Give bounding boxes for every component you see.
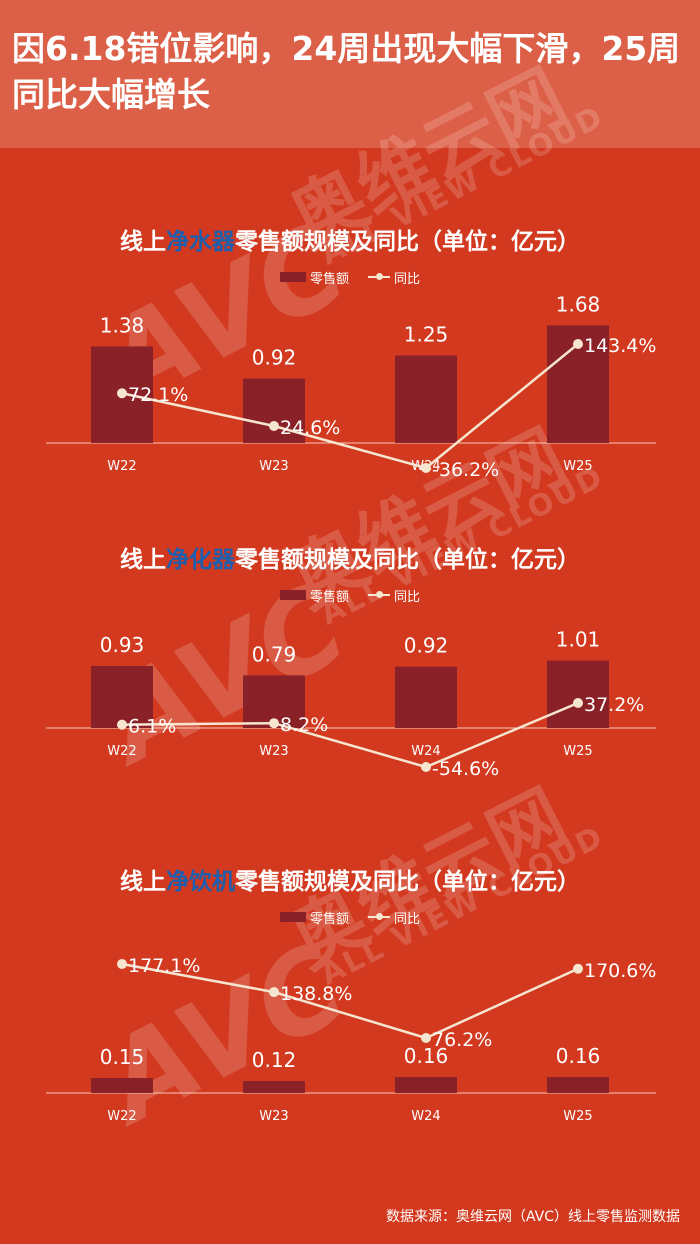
yoy-value-label: 37.2% [584,694,644,716]
chart-water-dispenser: 线上净饮机零售额规模及同比（单位：亿元） 零售额 同比 0.15 W22 0.12 W… [0,862,700,1132]
legend-line-marker [376,273,383,280]
yoy-point [421,1033,431,1043]
chart-title-suffix: 零售额规模及同比（单位：亿元） [235,229,580,255]
legend-line-label: 同比 [394,272,421,287]
x-tick-label: W23 [259,459,288,474]
legend-line-label: 同比 [394,912,421,927]
yoy-point [269,987,279,998]
yoy-point [573,698,583,708]
chart-title-prefix: 线上 [120,869,166,895]
yoy-value-label: 72.1% [128,384,188,406]
legend-line-marker [376,913,383,920]
yoy-line [121,343,579,470]
yoy-value-label: 177.1% [128,955,200,977]
bar [395,355,457,443]
header-banner: 因6.18错位影响，24周出现大幅下滑，25周同比大幅增长 [0,0,700,148]
chart-title-highlight: 净饮机 [166,869,235,895]
bar-value-label: 1.38 [100,313,145,337]
bar-value-label: 0.92 [252,346,297,370]
x-tick-label: W25 [563,1109,592,1124]
x-tick-label: W24 [411,744,440,759]
legend-line-label: 同比 [394,590,421,605]
legend-bar-label: 零售额 [310,912,350,927]
chart-legend: 零售额 同比 [0,586,700,606]
x-tick-label: W23 [259,744,288,759]
chart-title-prefix: 线上 [120,547,166,573]
chart-title: 线上净化器零售额规模及同比（单位：亿元） [0,540,700,574]
yoy-point [269,718,279,729]
legend-bar-label: 零售额 [310,590,350,605]
data-source-note: 数据来源：奥维云网（AVC）线上零售监测数据 [385,1209,680,1225]
yoy-point [269,421,279,432]
yoy-point [117,388,127,399]
chart-water-purifier: 线上净水器零售额规模及同比（单位：亿元） 零售额 同比 1.38 W22 0.92 W… [0,222,700,492]
x-tick-label: W22 [107,1109,136,1124]
chart-title-highlight: 净水器 [166,229,235,255]
yoy-point [421,762,431,772]
chart-air-purifier: 线上净化器零售额规模及同比（单位：亿元） 零售额 同比 0.93 W22 0.79 W… [0,540,700,790]
legend-line-marker [376,591,383,598]
yoy-point [573,963,583,974]
chart-title-prefix: 线上 [120,229,166,255]
bar-value-label: 0.92 [404,634,449,658]
legend-bar-swatch [280,590,306,600]
chart-title-suffix: 零售额规模及同比（单位：亿元） [235,547,580,573]
yoy-value-label: -36.2% [432,459,499,481]
yoy-point [573,339,583,349]
chart-title-highlight: 净化器 [166,547,235,573]
bar [91,1078,153,1093]
yoy-value-label: 24.6% [280,417,340,439]
yoy-value-label: 170.6% [584,960,656,982]
legend-bar-label: 零售额 [310,272,350,287]
yoy-value-label: 76.2% [432,1029,492,1051]
bar-value-label: 1.01 [556,628,601,652]
chart-plot: 1.38W220.92W231.25W241.68W2572.1%24.6%-3… [46,292,656,481]
x-tick-label: W25 [563,744,592,759]
x-tick-label: W22 [107,744,136,759]
legend-bar-swatch [280,272,306,282]
bar [547,1077,609,1093]
yoy-line [121,962,579,1040]
bar [395,1077,457,1093]
chart-legend: 零售额 同比 [0,908,700,928]
x-tick-label: W25 [563,459,592,474]
yoy-value-label: 6.1% [128,716,176,738]
chart-title-suffix: 零售额规模及同比（单位：亿元） [235,869,580,895]
page-title: 因6.18错位影响，24周出现大幅下滑，25周同比大幅增长 [12,29,681,114]
x-tick-label: W22 [107,459,136,474]
bar [91,666,153,728]
yoy-point [117,959,127,969]
bar-value-label: 1.25 [404,323,449,347]
yoy-value-label: 8.2% [280,714,328,736]
bar-value-label: 0.79 [252,642,297,666]
yoy-line [121,701,579,769]
yoy-point [117,719,127,730]
chart-legend: 零售额 同比 [0,268,700,288]
yoy-point [421,463,431,473]
yoy-value-label: 143.4% [584,335,656,357]
bar [243,1081,305,1093]
bar-value-label: 1.68 [556,292,601,316]
bar-value-label: 0.15 [100,1045,145,1069]
yoy-value-label: -54.6% [432,758,499,780]
bar-value-label: 0.93 [100,633,145,657]
bar-value-label: 0.16 [404,1044,449,1068]
bar-value-label: 0.12 [252,1048,297,1072]
chart-plot: 0.93 W22 0.79 W23 0.92 W24 1.01 W25 6.1% 8.2% -54.… [46,628,656,780]
chart-plot: 0.15 W22 0.12 W23 0.16 W24 0.16 W25 177.1% 138.8%… [46,955,656,1124]
bar-value-label: 0.16 [556,1044,601,1068]
legend-bar-swatch [280,912,306,922]
yoy-value-label: 138.8% [280,983,352,1005]
bar [395,666,457,728]
x-tick-label: W24 [411,1109,440,1124]
x-tick-label: W23 [259,1109,288,1124]
bar [547,660,609,728]
chart-title: 线上净水器零售额规模及同比（单位：亿元） [0,222,700,256]
chart-title: 线上净饮机零售额规模及同比（单位：亿元） [0,862,700,896]
